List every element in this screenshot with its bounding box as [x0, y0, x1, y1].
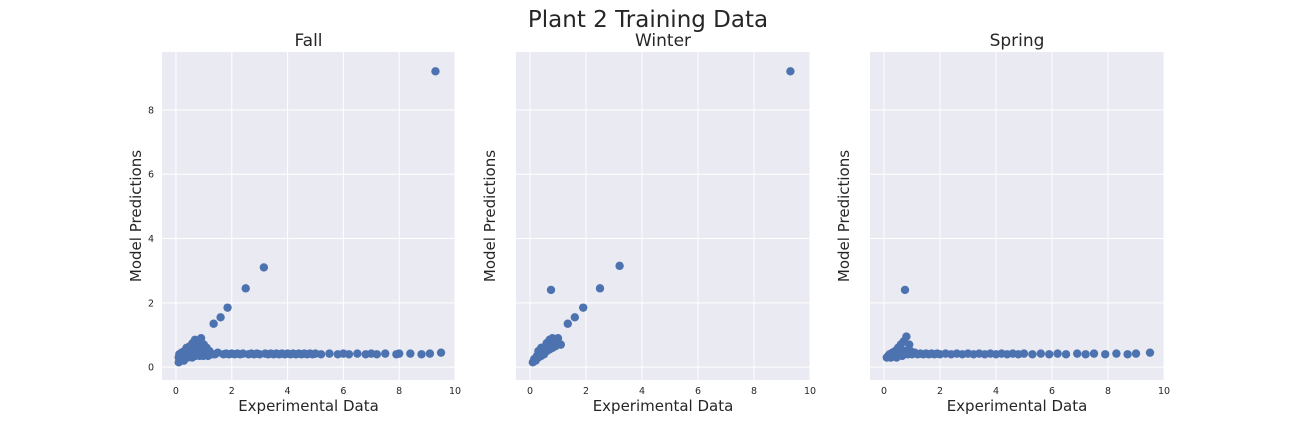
plot-area [870, 52, 1164, 380]
x-tick-label: 10 [449, 386, 461, 397]
x-tick-label: 2 [229, 386, 235, 397]
x-tick-label: 4 [639, 386, 645, 397]
x-tick-label: 0 [173, 386, 179, 397]
data-point [394, 349, 404, 358]
data-point [546, 285, 556, 295]
data-point [425, 349, 435, 358]
plot-area [516, 52, 810, 380]
x-tick-label: 6 [340, 386, 346, 397]
data-point [1019, 349, 1029, 358]
panel-spring: 0 2 4 6 8 10 Spring Experimental Data Model Pred… [835, 31, 1170, 415]
panel-title: Fall [294, 31, 322, 51]
data-point [216, 313, 225, 322]
y-axis-label: Model Predictions [481, 150, 499, 282]
x-tick-label: 8 [396, 386, 402, 397]
data-point [406, 349, 415, 358]
y-tick-label: 2 [148, 298, 154, 309]
data-point [325, 349, 334, 358]
y-axis-label: Model Predictions [835, 150, 853, 282]
data-point [563, 319, 572, 328]
data-point [556, 340, 565, 349]
data-point [1028, 350, 1037, 359]
data-point [241, 284, 250, 293]
x-tick-label: 4 [285, 386, 291, 397]
data-point [1089, 349, 1099, 358]
x-tick-label: 6 [1049, 386, 1055, 397]
x-tick-label: 6 [695, 386, 701, 397]
data-point [431, 67, 440, 76]
panel-title: Winter [635, 31, 691, 51]
data-point [1045, 350, 1054, 359]
data-point [1053, 349, 1062, 358]
data-point [1112, 349, 1121, 358]
data-point [353, 349, 362, 358]
data-point [1073, 349, 1082, 358]
x-axis-label: Experimental Data [593, 397, 734, 415]
data-point [209, 319, 218, 328]
data-point [786, 67, 795, 76]
data-point [344, 350, 354, 359]
x-tick-label: 0 [881, 386, 887, 397]
x-axis-label: Experimental Data [238, 397, 379, 415]
subplots: 0 2 4 6 8 10 0 2 4 6 8 Fall Experimental Data Model P… [127, 31, 1170, 415]
data-point [381, 349, 390, 358]
data-point [615, 261, 624, 271]
x-tick-label: 2 [937, 386, 943, 397]
y-tick-label: 6 [148, 170, 154, 181]
data-point [1131, 349, 1141, 358]
data-point [1036, 349, 1046, 358]
x-axis-label: Experimental Data [947, 397, 1088, 415]
data-point [1081, 350, 1090, 359]
data-point [196, 333, 206, 343]
data-point [902, 332, 911, 341]
data-point [259, 263, 269, 272]
x-tick-label: 10 [1158, 386, 1170, 397]
y-tick-label: 8 [148, 105, 154, 116]
x-tick-label: 8 [751, 386, 757, 397]
data-point [905, 340, 914, 349]
x-tick-label: 10 [804, 386, 816, 397]
x-tick-label: 2 [583, 386, 589, 397]
y-tick-label: 0 [148, 363, 154, 374]
data-point [900, 285, 910, 295]
panel-winter: 0 2 4 6 8 10 Winter Experimental Data Model Pred… [481, 31, 816, 415]
panel-fall: 0 2 4 6 8 10 0 2 4 6 8 Fall Experimental Data Model P… [127, 31, 461, 415]
plot-area [162, 52, 455, 380]
data-point [436, 348, 446, 357]
data-point [595, 284, 605, 293]
x-tick-label: 0 [527, 386, 533, 397]
data-point [579, 303, 588, 312]
data-point [1145, 348, 1155, 357]
y-axis-label: Model Predictions [127, 150, 145, 282]
data-point [316, 350, 326, 359]
y-tick-label: 4 [148, 234, 154, 245]
data-point [417, 350, 426, 359]
data-point [1061, 350, 1071, 359]
x-tick-label: 8 [1105, 386, 1111, 397]
data-point [372, 350, 382, 359]
data-point [570, 313, 579, 322]
x-tick-label: 4 [993, 386, 999, 397]
data-point [1123, 350, 1132, 359]
panel-title: Spring [990, 31, 1045, 51]
data-point [1101, 350, 1110, 359]
data-point [223, 303, 232, 312]
data-point [553, 333, 563, 343]
figure-title: Plant 2 Training Data [528, 7, 768, 33]
